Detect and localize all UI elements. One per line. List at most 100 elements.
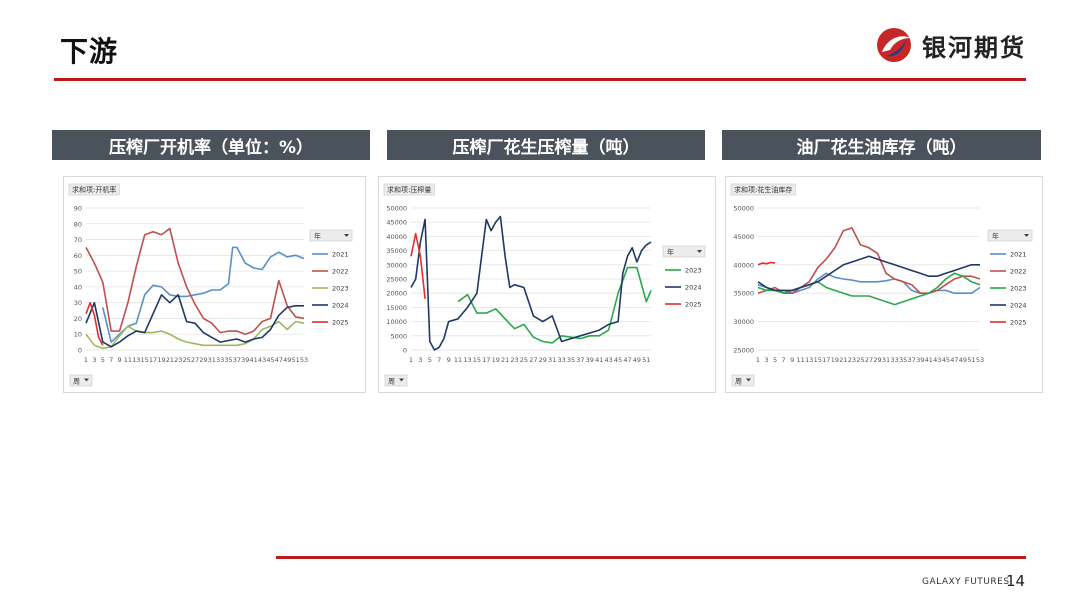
x-tick-label: 1 (409, 356, 413, 364)
x-tick-label: 33 (557, 356, 565, 364)
bottom-divider (276, 556, 1026, 559)
x-tick-label: 29 (539, 356, 547, 364)
y-tick-label: 60 (74, 252, 82, 260)
legend: 年 2023 2024 2025 (662, 245, 706, 309)
x-tick-label: 49 (283, 356, 291, 364)
legend: 年 2021 2022 2023 2024 2025 (987, 229, 1033, 327)
x-tick-label: 35 (899, 356, 907, 364)
x-axis: 1 3 5 7 9 11 13 15 17 19 21 23 25 27 29 31 33 35 37 39 41 43 4… (84, 356, 308, 364)
page-title: 下游 (60, 35, 119, 68)
x-tick-label: 25 (520, 356, 528, 364)
week-field-button[interactable]: 周 (69, 374, 93, 387)
x-tick-label: 25 (182, 356, 190, 364)
x-tick-label: 7 (437, 356, 441, 364)
x-tick-label: 7 (109, 356, 113, 364)
series-line-2021 (102, 246, 305, 343)
legend-entry: 2025 (332, 319, 349, 327)
x-tick-label: 3 (418, 356, 422, 364)
x-tick-label: 43 (258, 356, 266, 364)
week-field-button[interactable]: 周 (384, 374, 408, 387)
y-tick-label: 25000 (386, 276, 407, 284)
x-tick-label: 5 (428, 356, 432, 364)
legend-entry: 2025 (1010, 319, 1027, 327)
legend-entry: 2023 (685, 267, 702, 275)
x-tick-label: 17 (482, 356, 490, 364)
x-tick-label: 19 (157, 356, 165, 364)
pivot-field-label: 求和项:开机率 (72, 185, 116, 194)
x-tick-label: 31 (548, 356, 556, 364)
gridlines: 0 5000 10000 15000 20000 25000 30000 35000 40000… (386, 205, 651, 355)
x-tick-label: 9 (790, 356, 794, 364)
series-line-2023 (757, 272, 981, 306)
y-tick-label: 80 (74, 220, 82, 228)
x-tick-label: 21 (839, 356, 847, 364)
y-tick-label: 30 (74, 299, 82, 307)
y-tick-label: 10 (74, 331, 82, 339)
y-tick-label: 30000 (733, 318, 754, 326)
pivot-field-button[interactable]: 求和项:开机率 (68, 183, 120, 196)
legend-entry: 2023 (1010, 285, 1027, 293)
legend-filter-button[interactable]: 年 (309, 229, 353, 242)
x-tick-label: 51 (967, 356, 975, 364)
series-line-2022 (757, 227, 981, 294)
brand-logo: 银河期货 (874, 26, 1026, 64)
x-tick-label: 37 (576, 356, 584, 364)
panel-title-crushing-volume: 压榨厂花生压榨量（吨） (387, 130, 705, 160)
x-tick-label: 1 (756, 356, 760, 364)
x-tick-label: 13 (805, 356, 813, 364)
brand-name: 银河期货 (922, 33, 1026, 62)
legend-entry: 2021 (332, 251, 349, 259)
x-tick-label: 27 (191, 356, 199, 364)
x-tick-label: 47 (623, 356, 631, 364)
x-tick-label: 47 (275, 356, 283, 364)
x-tick-label: 5 (101, 356, 105, 364)
y-tick-label: 40000 (733, 261, 754, 269)
series-line-2025 (757, 261, 776, 266)
x-tick-label: 35 (567, 356, 575, 364)
y-tick-label: 40 (74, 283, 82, 291)
x-tick-label: 11 (454, 356, 462, 364)
x-tick-label: 17 (822, 356, 830, 364)
legend-title: 年 (992, 232, 999, 241)
chart-utilization: 求和项:开机率 0 10 20 30 40 50 60 70 80 90 1 3 5 7 9 11 13 15 17 1… (63, 176, 366, 393)
x-tick-label: 9 (447, 356, 451, 364)
x-tick-label: 41 (595, 356, 603, 364)
y-tick-label: 0 (403, 347, 407, 355)
pivot-field-label: 求和项:花生油库存 (734, 185, 792, 194)
x-axis: 1 3 5 7 9 11 13 15 17 19 21 23 25 27 29 31 33 35 37 39 41 43 4… (756, 356, 984, 364)
pivot-field-box (730, 183, 796, 196)
pivot-field-button[interactable]: 求和项:压榨量 (383, 183, 435, 196)
x-tick-label: 49 (959, 356, 967, 364)
legend: 年 2021 2022 2023 2024 2025 (309, 229, 353, 327)
dropdown-arrow-icon (344, 234, 349, 237)
week-field-button[interactable]: 周 (731, 374, 755, 387)
y-tick-label: 35000 (733, 290, 754, 298)
dropdown-arrow-icon (697, 250, 702, 253)
x-tick-label: 23 (848, 356, 856, 364)
legend-filter-button[interactable]: 年 (662, 245, 706, 258)
chart-crushing-volume: 求和项:压榨量 0 5000 10000 15000 20000 25000 30000 350… (378, 176, 716, 393)
dropdown-arrow-icon (84, 378, 89, 382)
x-tick-label: 47 (950, 356, 958, 364)
x-tick-label: 51 (291, 356, 299, 364)
legend-entry: 2021 (1010, 251, 1027, 259)
week-field-label: 周 (73, 378, 80, 386)
week-field-box (731, 374, 755, 387)
x-tick-label: 15 (814, 356, 822, 364)
x-tick-label: 15 (141, 356, 149, 364)
legend-filter-button[interactable]: 年 (987, 229, 1033, 242)
series-line-2024 (757, 255, 980, 292)
legend-entry: 2024 (1010, 302, 1027, 310)
panel-title-utilization: 压榨厂开机率（单位：%） (52, 130, 370, 160)
series-line-2023 (85, 320, 305, 350)
y-tick-label: 35000 (386, 247, 407, 255)
x-tick-label: 43 (605, 356, 613, 364)
pivot-field-button[interactable]: 求和项:花生油库存 (730, 183, 796, 196)
y-tick-label: 40000 (386, 233, 407, 241)
pivot-field-label: 求和项:压榨量 (387, 185, 431, 194)
x-tick-label: 39 (586, 356, 594, 364)
series-line-2024 (410, 215, 652, 351)
x-tick-label: 45 (942, 356, 950, 364)
page-number: 14 (1006, 572, 1026, 590)
legend-filter-box (309, 229, 353, 242)
